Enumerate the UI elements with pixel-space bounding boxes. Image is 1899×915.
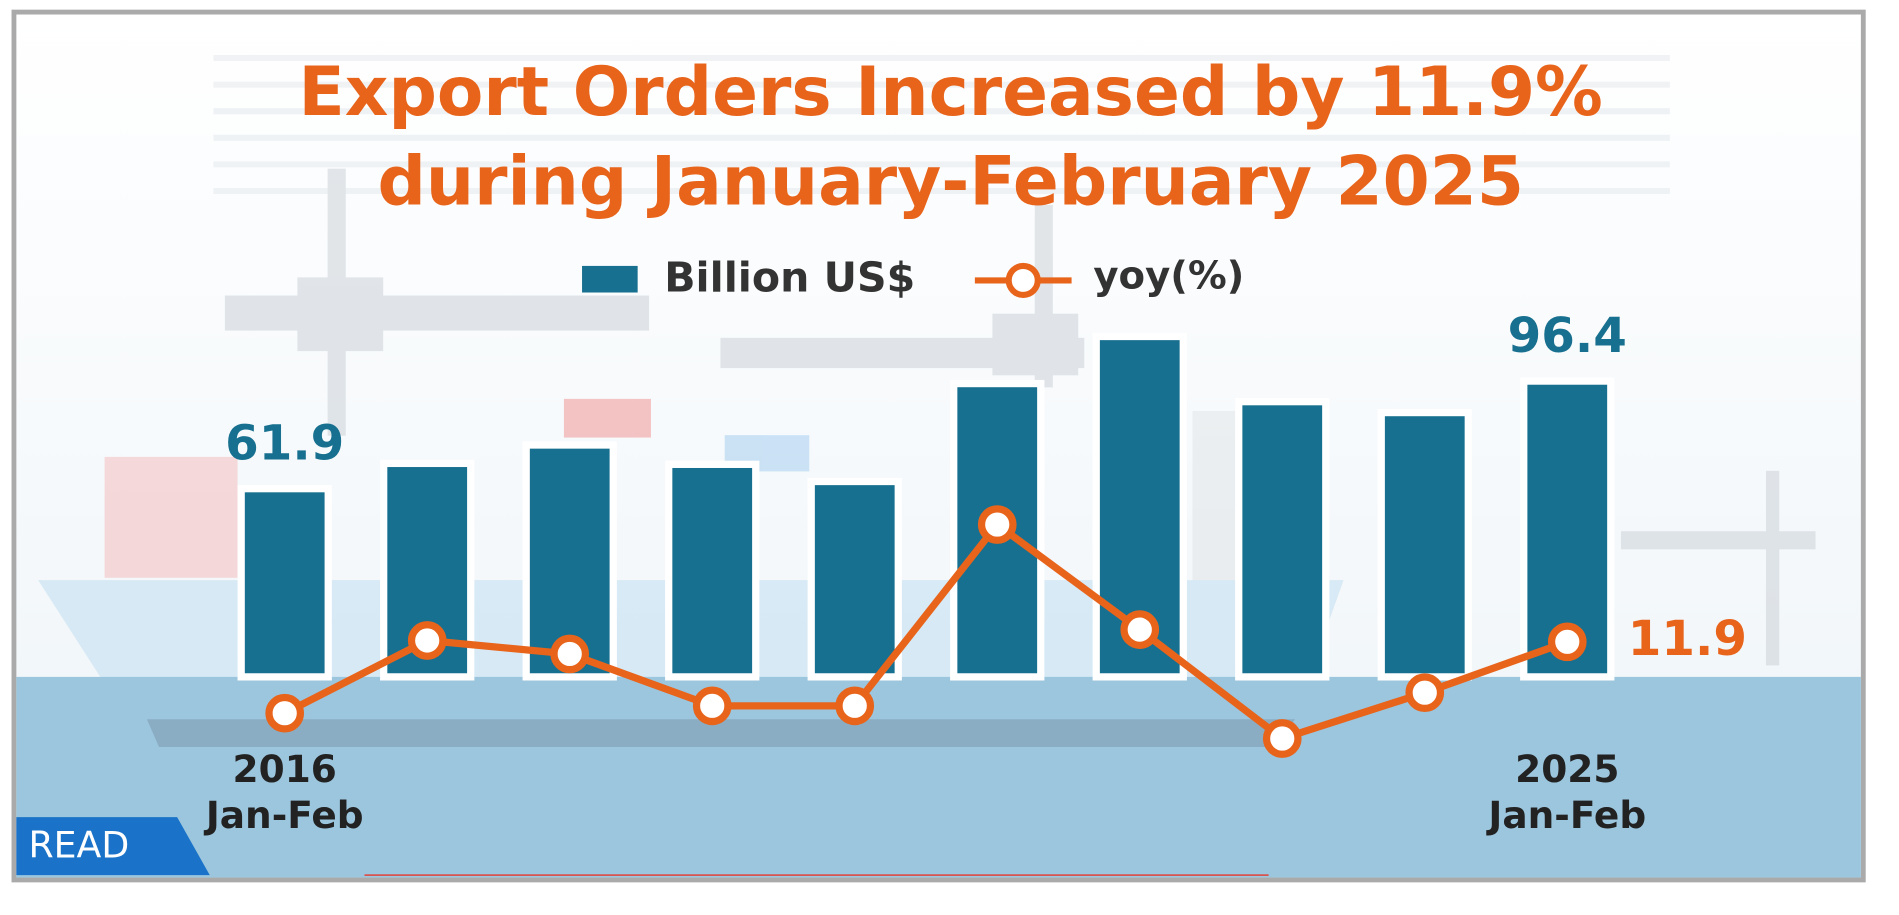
x-label-box: 2025 Jan-Feb xyxy=(1488,748,1647,838)
chart-title: Export Orders Increased by 11.9% during … xyxy=(298,53,1603,222)
bar xyxy=(814,485,895,674)
x-tick-label: 2016 Jan-Feb xyxy=(205,748,364,838)
x-tick-label: 2025 Jan-Feb xyxy=(1488,748,1647,838)
x-label-box: 2016 Jan-Feb xyxy=(205,748,364,838)
plot: 61.9 96.4 11.9 2016 Jan-Feb 2025 Jan-Feb xyxy=(205,308,1747,838)
legend-swatch-marker xyxy=(1005,262,1041,298)
legend-label: Billion US$ xyxy=(664,253,915,301)
yoy-marker xyxy=(1120,610,1160,649)
bar-value-label: 96.4 xyxy=(1508,308,1627,364)
legend-swatch-bar xyxy=(582,265,638,293)
yoy-marker xyxy=(977,505,1017,544)
yoy-marker xyxy=(265,693,305,733)
bar xyxy=(244,492,325,674)
bar xyxy=(1242,405,1323,674)
legend: Billion US$ yoy(%) xyxy=(582,253,1244,301)
ship-hull xyxy=(146,719,1296,747)
yoy-marker xyxy=(407,621,447,660)
yoy-marker xyxy=(692,686,732,726)
yoy-marker xyxy=(1405,673,1445,713)
yoy-value-label: 11.9 xyxy=(1628,611,1747,667)
bar-value-label: 61.9 xyxy=(225,415,344,471)
title-box: Export Orders Increased by 11.9% during … xyxy=(298,53,1603,222)
yoy-line xyxy=(283,520,1569,743)
water xyxy=(16,676,1861,878)
read-button[interactable]: READ xyxy=(16,817,210,876)
read-button-label[interactable]: READ xyxy=(28,823,129,866)
yoy-marker xyxy=(1547,622,1587,662)
yoy-marker xyxy=(550,634,590,674)
yoy-marker xyxy=(835,686,875,726)
bar xyxy=(1384,416,1465,674)
read-button-bg[interactable] xyxy=(16,817,210,876)
legend-label: yoy(%) xyxy=(1093,254,1244,299)
yoy-marker xyxy=(1262,719,1302,758)
bar xyxy=(672,467,753,674)
